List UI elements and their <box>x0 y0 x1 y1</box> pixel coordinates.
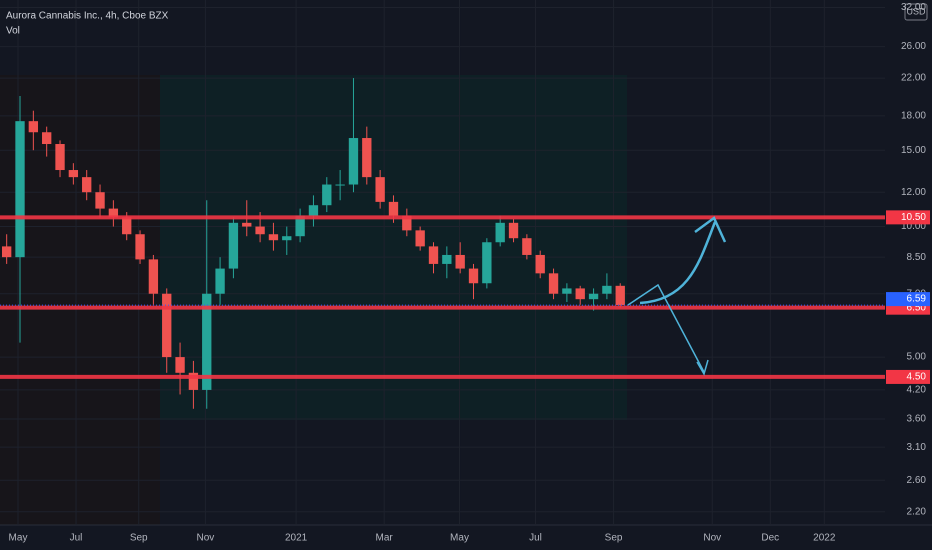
x-tick-label: May <box>9 533 28 544</box>
x-tick-label: Nov <box>703 533 721 544</box>
candle-body <box>122 217 132 235</box>
y-tick-label: 26.00 <box>901 41 926 52</box>
candle-body <box>455 254 465 269</box>
annotation <box>627 216 727 376</box>
y-tick-label: 5.00 <box>907 352 927 363</box>
x-tick-label: Nov <box>197 533 215 544</box>
candle-body <box>535 254 545 274</box>
candle-body <box>55 144 65 171</box>
y-tick-label: 2.60 <box>907 475 927 486</box>
x-tick-label: Sep <box>605 533 623 544</box>
price-axis <box>885 0 932 550</box>
candle-body <box>415 230 425 247</box>
candle-body <box>468 268 479 284</box>
candle-body <box>135 234 145 260</box>
annotation-up-curve <box>639 221 717 305</box>
currency[interactable]: USD <box>906 6 926 16</box>
candle-body <box>148 259 159 294</box>
candle-body <box>428 246 439 264</box>
candle-body <box>495 222 505 243</box>
candle-body <box>375 177 385 202</box>
candle-body <box>335 184 345 186</box>
y-tick-label: 22.00 <box>901 73 926 84</box>
candle-body <box>82 177 92 193</box>
candle-body <box>162 293 172 358</box>
annotation-up-head <box>694 216 727 243</box>
currency-box[interactable] <box>904 3 928 21</box>
y-tick-label: 4.20 <box>907 385 927 396</box>
candle-body <box>188 372 199 390</box>
x-tick-label: Dec <box>761 533 779 544</box>
y-tick-label: 3.60 <box>907 414 927 425</box>
y-tick-label: 32.00 <box>901 2 926 13</box>
candle-body <box>588 293 599 300</box>
x-tick-label: Jul <box>529 533 542 544</box>
x-tick-label: Mar <box>376 533 394 544</box>
candle-body <box>522 238 532 255</box>
level-label: 6.50 <box>907 302 927 313</box>
y-tick-label: 2.20 <box>907 506 927 517</box>
candle-body <box>602 285 612 294</box>
candle-body <box>15 121 25 258</box>
candle-body <box>268 234 279 241</box>
candle-body <box>402 215 412 231</box>
y-tick-label: 8.50 <box>907 252 927 263</box>
candle-body <box>562 288 572 294</box>
candle-body <box>202 293 212 390</box>
level-label: 10.50 <box>901 212 926 223</box>
candle-body <box>575 288 585 300</box>
candle-body <box>615 285 625 306</box>
annotation-down-arrow <box>667 303 705 373</box>
x-tick-label: Jul <box>70 533 83 544</box>
level-label-box <box>886 369 930 384</box>
level-label: 4.50 <box>907 372 927 383</box>
candle-body <box>295 215 305 237</box>
candle-body <box>442 254 452 264</box>
candle-body <box>255 226 265 235</box>
candle-body <box>2 246 12 258</box>
y-tick-label: 3.10 <box>907 442 927 453</box>
y-tick-label: 10.00 <box>901 221 926 232</box>
candle-body <box>282 236 292 241</box>
level-label-box <box>886 210 930 225</box>
x-tick-label: Sep <box>130 533 148 544</box>
x-tick-label: 2021 <box>285 533 308 544</box>
candle-body <box>348 138 359 185</box>
candle-body <box>215 268 225 294</box>
candle-body <box>28 121 39 133</box>
candle-body <box>42 132 52 145</box>
y-tick-label: 12.00 <box>901 187 926 198</box>
chart-subtitle: Vol <box>6 26 20 37</box>
candle-body <box>362 138 372 178</box>
candle-body <box>228 222 239 269</box>
candle-body <box>68 170 79 178</box>
y-tick-label: 15.00 <box>901 145 926 156</box>
candle-body <box>482 242 492 284</box>
chart-title: Aurora Cannabis Inc., 4h, Cboe BZX <box>6 11 169 22</box>
last-price-label: 6.59 <box>907 294 927 305</box>
last-price-box <box>886 292 930 307</box>
candle-body <box>308 205 319 216</box>
candle-body <box>508 222 519 239</box>
candle-body <box>175 357 185 373</box>
candle-body <box>322 184 332 206</box>
x-tick-label: May <box>450 533 469 544</box>
candle-body <box>242 222 252 227</box>
candle-body <box>108 208 119 218</box>
annotation-down-head <box>696 359 709 376</box>
candle-body <box>95 192 105 209</box>
candle-body <box>388 201 399 216</box>
x-tick-label: 2022 <box>813 533 836 544</box>
candle-body <box>548 273 559 294</box>
y-tick-label: 18.00 <box>901 110 926 121</box>
